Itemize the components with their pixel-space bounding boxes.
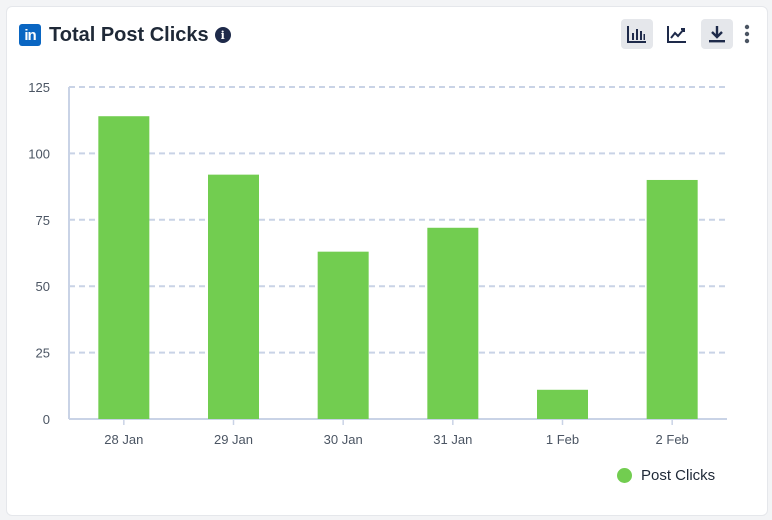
download-button[interactable]	[701, 19, 733, 49]
bar	[427, 227, 479, 419]
y-tick-label: 75	[36, 213, 50, 228]
bar	[317, 251, 369, 419]
legend-swatch	[617, 468, 632, 483]
line-chart-button[interactable]	[661, 19, 693, 49]
bar	[537, 389, 588, 419]
x-tick-label: 29 Jan	[214, 432, 253, 447]
line-chart-icon	[667, 26, 686, 43]
card-header: in Total Post Clicks i	[19, 21, 231, 49]
legend-label: Post Clicks	[641, 467, 716, 484]
x-tick-label: 1 Feb	[546, 432, 579, 447]
bar-chart-icon	[627, 26, 646, 43]
bar	[208, 174, 259, 419]
bar	[98, 116, 150, 419]
y-tick-label: 100	[28, 146, 50, 161]
bar	[646, 179, 698, 419]
chart-title: Total Post Clicks	[49, 23, 209, 46]
y-tick-label: 25	[36, 346, 50, 361]
bar-chart-button[interactable]	[621, 19, 653, 49]
chart-toolbar	[621, 19, 753, 49]
y-tick-label: 0	[43, 412, 50, 427]
download-icon	[709, 26, 725, 43]
chart-legend[interactable]: Post Clicks	[617, 467, 715, 484]
chart-card: in Total Post Clicks i	[6, 6, 768, 516]
bar-chart: 0 25 50 75 100 125 28 Jan 29 Jan 30 Jan 31 Jan 1 F…	[28, 80, 727, 447]
x-tick-label: 30 Jan	[324, 432, 363, 447]
x-tick-label: 2 Feb	[656, 432, 689, 447]
y-tick-label: 50	[36, 279, 50, 294]
linkedin-logo-icon: in	[19, 24, 41, 46]
x-tick-label: 31 Jan	[433, 432, 472, 447]
more-options-icon	[744, 24, 750, 44]
x-tick-label: 28 Jan	[104, 432, 143, 447]
info-icon[interactable]: i	[214, 27, 231, 43]
more-options-button[interactable]	[741, 19, 753, 49]
y-tick-label: 125	[28, 80, 50, 95]
